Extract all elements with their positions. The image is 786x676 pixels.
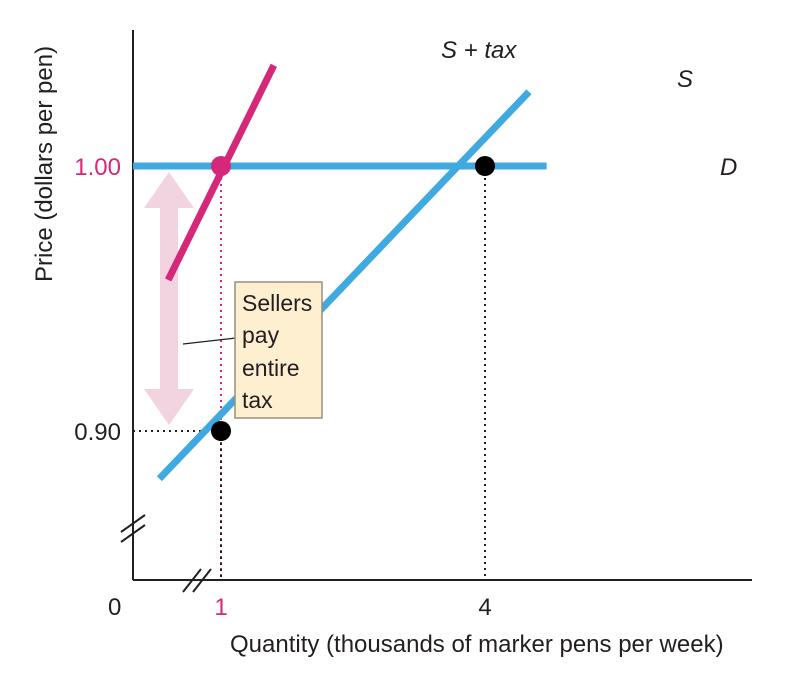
annotation-line-2: pay xyxy=(242,322,280,348)
x-origin-label: 0 xyxy=(108,594,121,621)
tax-arrow-shaft xyxy=(160,196,178,401)
y-tick-label-1-00: 1.00 xyxy=(74,154,121,181)
y-axis-break xyxy=(120,514,146,543)
x-axis-label: Quantity (thousands of marker pens per w… xyxy=(230,631,724,658)
series-label-s-plus-tax: S + tax xyxy=(441,37,517,64)
x-axis-break xyxy=(182,568,212,593)
series-label-d: D xyxy=(720,154,737,181)
annotation-line-3: entire xyxy=(242,355,300,381)
data-point-2 xyxy=(475,156,495,176)
annotation-leader xyxy=(182,337,237,345)
annotation-line-1: Sellers xyxy=(242,290,312,316)
x-tick-label-4: 4 xyxy=(478,594,491,621)
y-tick-label-0-90: 0.90 xyxy=(74,419,121,446)
series-line-s xyxy=(156,89,532,482)
x-tick-label-1: 1 xyxy=(214,594,227,621)
data-point-3 xyxy=(211,421,231,441)
tax-arrow-head-down xyxy=(144,389,194,425)
y-axis-label: Price (dollars per pen) xyxy=(31,46,58,282)
data-point-1 xyxy=(211,156,231,176)
annotation-box xyxy=(234,281,323,419)
series-label-s: S xyxy=(677,66,693,93)
tax-arrow-head-up xyxy=(144,172,194,208)
annotation-line-4: tax xyxy=(242,387,273,413)
